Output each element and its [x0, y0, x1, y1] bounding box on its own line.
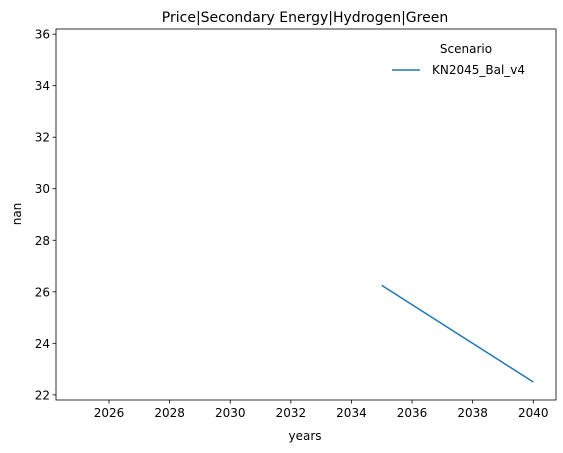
axes: [55, 28, 557, 401]
y-tick-label: 22: [35, 388, 50, 402]
plot-area: [381, 284, 534, 383]
x-axis-label: years: [288, 429, 321, 443]
y-tick-label: 32: [35, 131, 50, 145]
x-tick-label: 2036: [397, 406, 428, 420]
y-axis: 22 24 26 28 30 32 34 36: [35, 28, 56, 402]
y-tick-label: 28: [35, 234, 50, 248]
y-tick-label: 34: [35, 79, 50, 93]
legend: Scenario KN2045_Bal_v4: [392, 42, 525, 77]
plot-frame: [55, 28, 557, 401]
x-tick-label: 2028: [154, 406, 185, 420]
legend-label: KN2045_Bal_v4: [432, 63, 525, 77]
chart-title: Price|Secondary Energy|Hydrogen|Green: [162, 10, 448, 26]
legend-title: Scenario: [440, 42, 492, 56]
y-tick-label: 24: [35, 337, 50, 351]
x-tick-label: 2026: [94, 406, 125, 420]
y-tick-label: 36: [35, 28, 50, 42]
x-tick-label: 2038: [457, 406, 488, 420]
y-axis-label: nan: [10, 203, 24, 226]
x-tick-label: 2030: [215, 406, 246, 420]
y-tick-label: 30: [35, 182, 50, 196]
x-tick-label: 2034: [336, 406, 367, 420]
y-tick-label: 26: [35, 285, 50, 299]
series-line: [381, 284, 534, 383]
x-tick-label: 2040: [518, 406, 549, 420]
x-axis: 2026 2028 2030 2032 2034 2036 2038 2040: [94, 400, 549, 420]
x-tick-label: 2032: [276, 406, 307, 420]
